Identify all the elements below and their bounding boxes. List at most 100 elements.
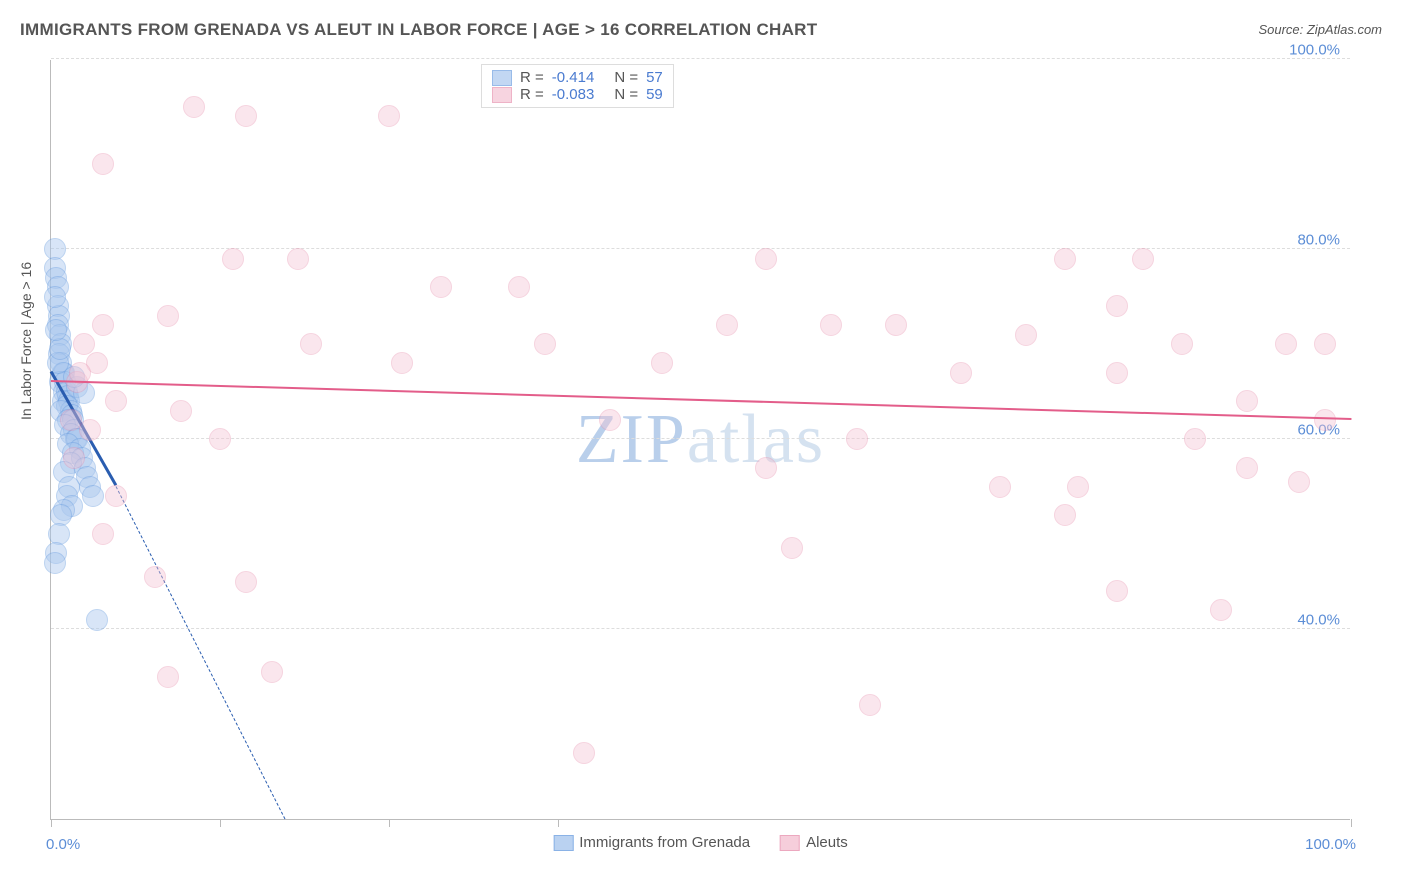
data-point [235, 571, 257, 593]
grid-line [51, 248, 1350, 249]
source-attribution: Source: ZipAtlas.com [1258, 22, 1382, 37]
data-point [1314, 409, 1336, 431]
legend-row: R = -0.414 N = 57 [492, 69, 663, 86]
data-point [846, 428, 868, 450]
data-point [1184, 428, 1206, 450]
data-point [261, 661, 283, 683]
grid-line [51, 58, 1350, 59]
legend-r-label: R = [520, 86, 544, 103]
legend-row: R = -0.083 N = 59 [492, 86, 663, 103]
data-point [287, 248, 309, 270]
data-point [60, 409, 82, 431]
plot-area: ZIPatlas R = -0.414N = 57R = -0.083N = 5… [50, 60, 1350, 820]
trend-line [51, 380, 1351, 420]
data-point [989, 476, 1011, 498]
data-point [63, 447, 85, 469]
data-point [534, 333, 556, 355]
data-point [378, 105, 400, 127]
data-point [755, 248, 777, 270]
data-point [1314, 333, 1336, 355]
data-point [651, 352, 673, 374]
chart-title: IMMIGRANTS FROM GRENADA VS ALEUT IN LABO… [20, 20, 817, 40]
data-point [820, 314, 842, 336]
y-tick-label: 40.0% [1297, 612, 1340, 629]
data-point [573, 742, 595, 764]
data-point [92, 523, 114, 545]
legend-swatch [780, 835, 800, 851]
data-point [300, 333, 322, 355]
series-legend-item: Immigrants from Grenada [553, 834, 750, 851]
legend-n-label: N = [614, 86, 638, 103]
data-point [1288, 471, 1310, 493]
series-name: Aleuts [806, 834, 848, 851]
x-tick [220, 819, 221, 827]
legend-n-value: 59 [646, 86, 663, 103]
data-point [1210, 599, 1232, 621]
data-point [79, 419, 101, 441]
series-legend-item: Aleuts [780, 834, 848, 851]
data-point [716, 314, 738, 336]
data-point [781, 537, 803, 559]
data-point [209, 428, 231, 450]
legend-r-value: -0.083 [552, 86, 595, 103]
data-point [92, 314, 114, 336]
trend-line [116, 486, 286, 819]
data-point [86, 609, 108, 631]
data-point [1067, 476, 1089, 498]
data-point [1132, 248, 1154, 270]
data-point [157, 666, 179, 688]
data-point [222, 248, 244, 270]
y-tick-label: 100.0% [1289, 42, 1340, 59]
data-point [1236, 390, 1258, 412]
data-point [157, 305, 179, 327]
data-point [49, 338, 71, 360]
data-point [170, 400, 192, 422]
data-point [92, 153, 114, 175]
legend-swatch [492, 70, 512, 86]
data-point [1106, 295, 1128, 317]
x-tick [558, 819, 559, 827]
legend-r-label: R = [520, 69, 544, 86]
data-point [508, 276, 530, 298]
data-point [1054, 504, 1076, 526]
data-point [1106, 580, 1128, 602]
data-point [82, 485, 104, 507]
legend-r-value: -0.414 [552, 69, 595, 86]
data-point [1275, 333, 1297, 355]
x-tick [1351, 819, 1352, 827]
data-point [73, 333, 95, 355]
y-axis-label: In Labor Force | Age > 16 [18, 262, 34, 420]
data-point [950, 362, 972, 384]
correlation-legend: R = -0.414 N = 57 R = -0.083 N = 59 [481, 64, 674, 108]
data-point [1171, 333, 1193, 355]
data-point [1106, 362, 1128, 384]
legend-n-label: N = [614, 69, 638, 86]
legend-swatch [553, 835, 573, 851]
data-point [1236, 457, 1258, 479]
data-point [183, 96, 205, 118]
data-point [144, 566, 166, 588]
series-legend: Immigrants from Grenada Aleuts [553, 834, 848, 851]
grid-line [51, 628, 1350, 629]
data-point [1054, 248, 1076, 270]
series-name: Immigrants from Grenada [579, 834, 750, 851]
data-point [44, 286, 66, 308]
x-tick-label: 100.0% [1301, 836, 1356, 853]
legend-n-value: 57 [646, 69, 663, 86]
grid-line [51, 438, 1350, 439]
data-point [430, 276, 452, 298]
data-point [1015, 324, 1037, 346]
x-tick [51, 819, 52, 827]
data-point [599, 409, 621, 431]
data-point [105, 390, 127, 412]
data-point [105, 485, 127, 507]
data-point [885, 314, 907, 336]
watermark-text-a: ZIP [576, 401, 687, 478]
data-point [859, 694, 881, 716]
y-tick-label: 80.0% [1297, 232, 1340, 249]
x-tick [389, 819, 390, 827]
data-point [391, 352, 413, 374]
data-point [45, 319, 67, 341]
legend-swatch [492, 87, 512, 103]
x-tick-label: 0.0% [46, 836, 80, 853]
